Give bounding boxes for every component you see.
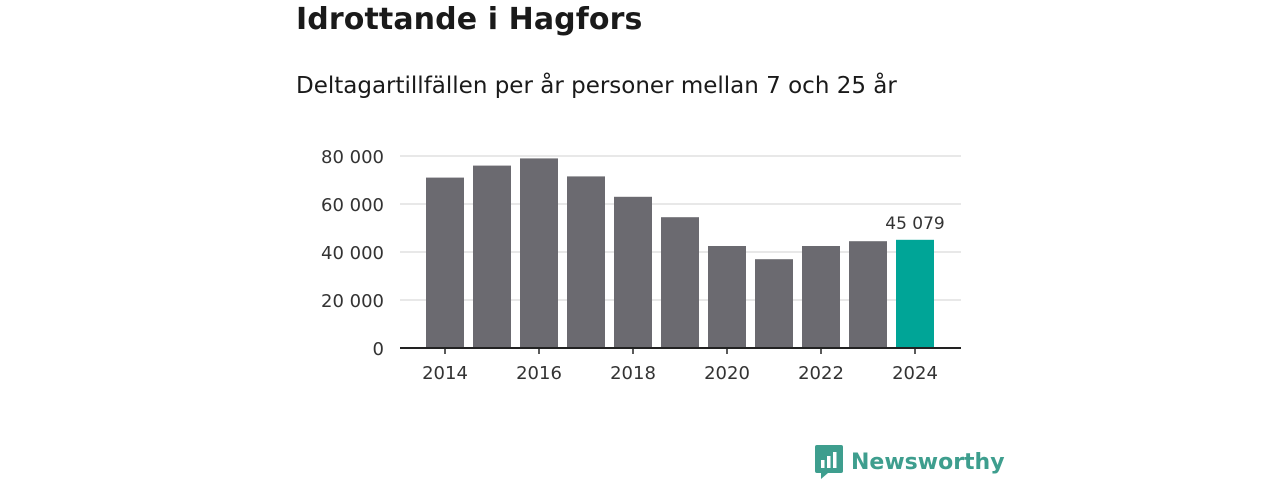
- y-tick-label: 80 000: [321, 147, 384, 168]
- x-tick-label: 2014: [422, 363, 468, 384]
- axes: 0 20 000 40 000 60 000 80 000 2014 2016 2018 202…: [321, 147, 961, 384]
- y-tick-label: 0: [373, 339, 384, 360]
- y-tick-label: 60 000: [321, 195, 384, 216]
- y-tick-label: 20 000: [321, 291, 384, 312]
- x-tick-label: 2018: [610, 363, 656, 384]
- bar-2018[interactable]: [614, 196, 652, 348]
- bar-2014[interactable]: [426, 177, 464, 348]
- brand-name: Newsworthy: [851, 449, 1005, 475]
- bar-2015[interactable]: [473, 165, 511, 348]
- data-labels: 45 079: [885, 214, 944, 234]
- x-tick-label: 2016: [516, 363, 562, 384]
- bar-2020[interactable]: [708, 246, 746, 348]
- bar-2019[interactable]: [661, 217, 699, 348]
- chart-title: Idrottande i Hagfors: [296, 2, 643, 37]
- bar-2022[interactable]: [802, 246, 840, 348]
- bar-2017[interactable]: [567, 176, 605, 348]
- brand-logo[interactable]: Newsworthy: [815, 445, 1005, 479]
- x-tick-label: 2020: [704, 363, 750, 384]
- bar-2016[interactable]: [520, 158, 558, 348]
- x-tick-label: 2024: [892, 363, 938, 384]
- chart-subtitle: Deltagartillfällen per år personer mella…: [296, 73, 897, 99]
- bar-2024[interactable]: [896, 239, 934, 348]
- bar-2023[interactable]: [849, 241, 887, 348]
- y-tick-label: 40 000: [321, 243, 384, 264]
- x-tick-label: 2022: [798, 363, 844, 384]
- bars: [426, 158, 934, 348]
- bar-chart-speech-bubble-icon: [815, 445, 843, 479]
- bar-2021[interactable]: [755, 259, 793, 348]
- data-label-2024: 45 079: [885, 214, 944, 234]
